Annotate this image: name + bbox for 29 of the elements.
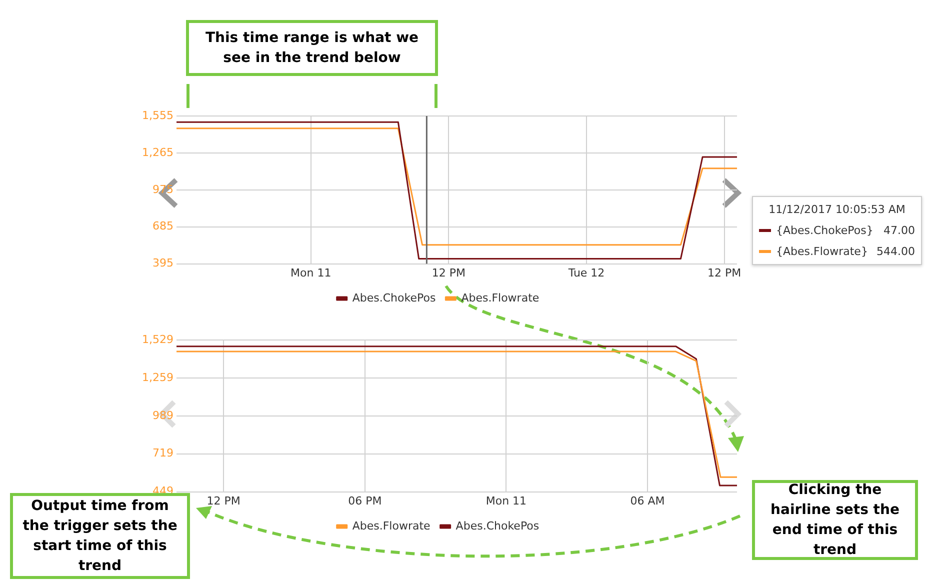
legend-label: Abes.Flowrate (352, 519, 431, 532)
x-tick-label: 12 PM (206, 494, 240, 508)
text: 47.00 (884, 224, 915, 237)
x-tick-label: 12 PM (432, 266, 466, 280)
text: Output time from the trigger sets the start time of this trend (22, 498, 178, 574)
text: This time range is what we see in the trend below (186, 20, 438, 76)
text: 11/12/2017 10:05:53 AM (768, 203, 906, 216)
x-tick-label: 06 AM (630, 494, 665, 508)
y-tick-label: 1,555 (142, 108, 174, 122)
legend-label: Abes.Flowrate (461, 291, 540, 304)
y-tick-label: 685 (152, 220, 174, 233)
y-tick-label: 1,529 (142, 332, 174, 346)
y-tick-label: 395 (152, 256, 174, 270)
legend-label: Abes.ChokePos (456, 519, 540, 532)
text: {Abes.Flowrate} (776, 245, 869, 258)
x-tick-label: 06 PM (348, 494, 382, 508)
text: Clicking the hairline sets the end time of this trend (752, 480, 918, 560)
y-tick-label: 1,259 (142, 370, 174, 384)
x-tick-label: Mon 11 (290, 266, 332, 280)
text: {Abes.ChokePos} (776, 224, 874, 237)
text: 544.00 (876, 245, 915, 258)
y-tick-label: 975 (152, 182, 174, 196)
x-tick-label: 12 PM (708, 266, 742, 280)
y-tick-label: 719 (152, 446, 174, 460)
x-tick-label: Tue 12 (567, 266, 605, 280)
x-tick-label: Mon 11 (486, 494, 527, 508)
y-tick-label: 989 (152, 408, 174, 422)
y-tick-label: 1,265 (142, 146, 174, 159)
legend-label: Abes.ChokePos (352, 291, 436, 304)
